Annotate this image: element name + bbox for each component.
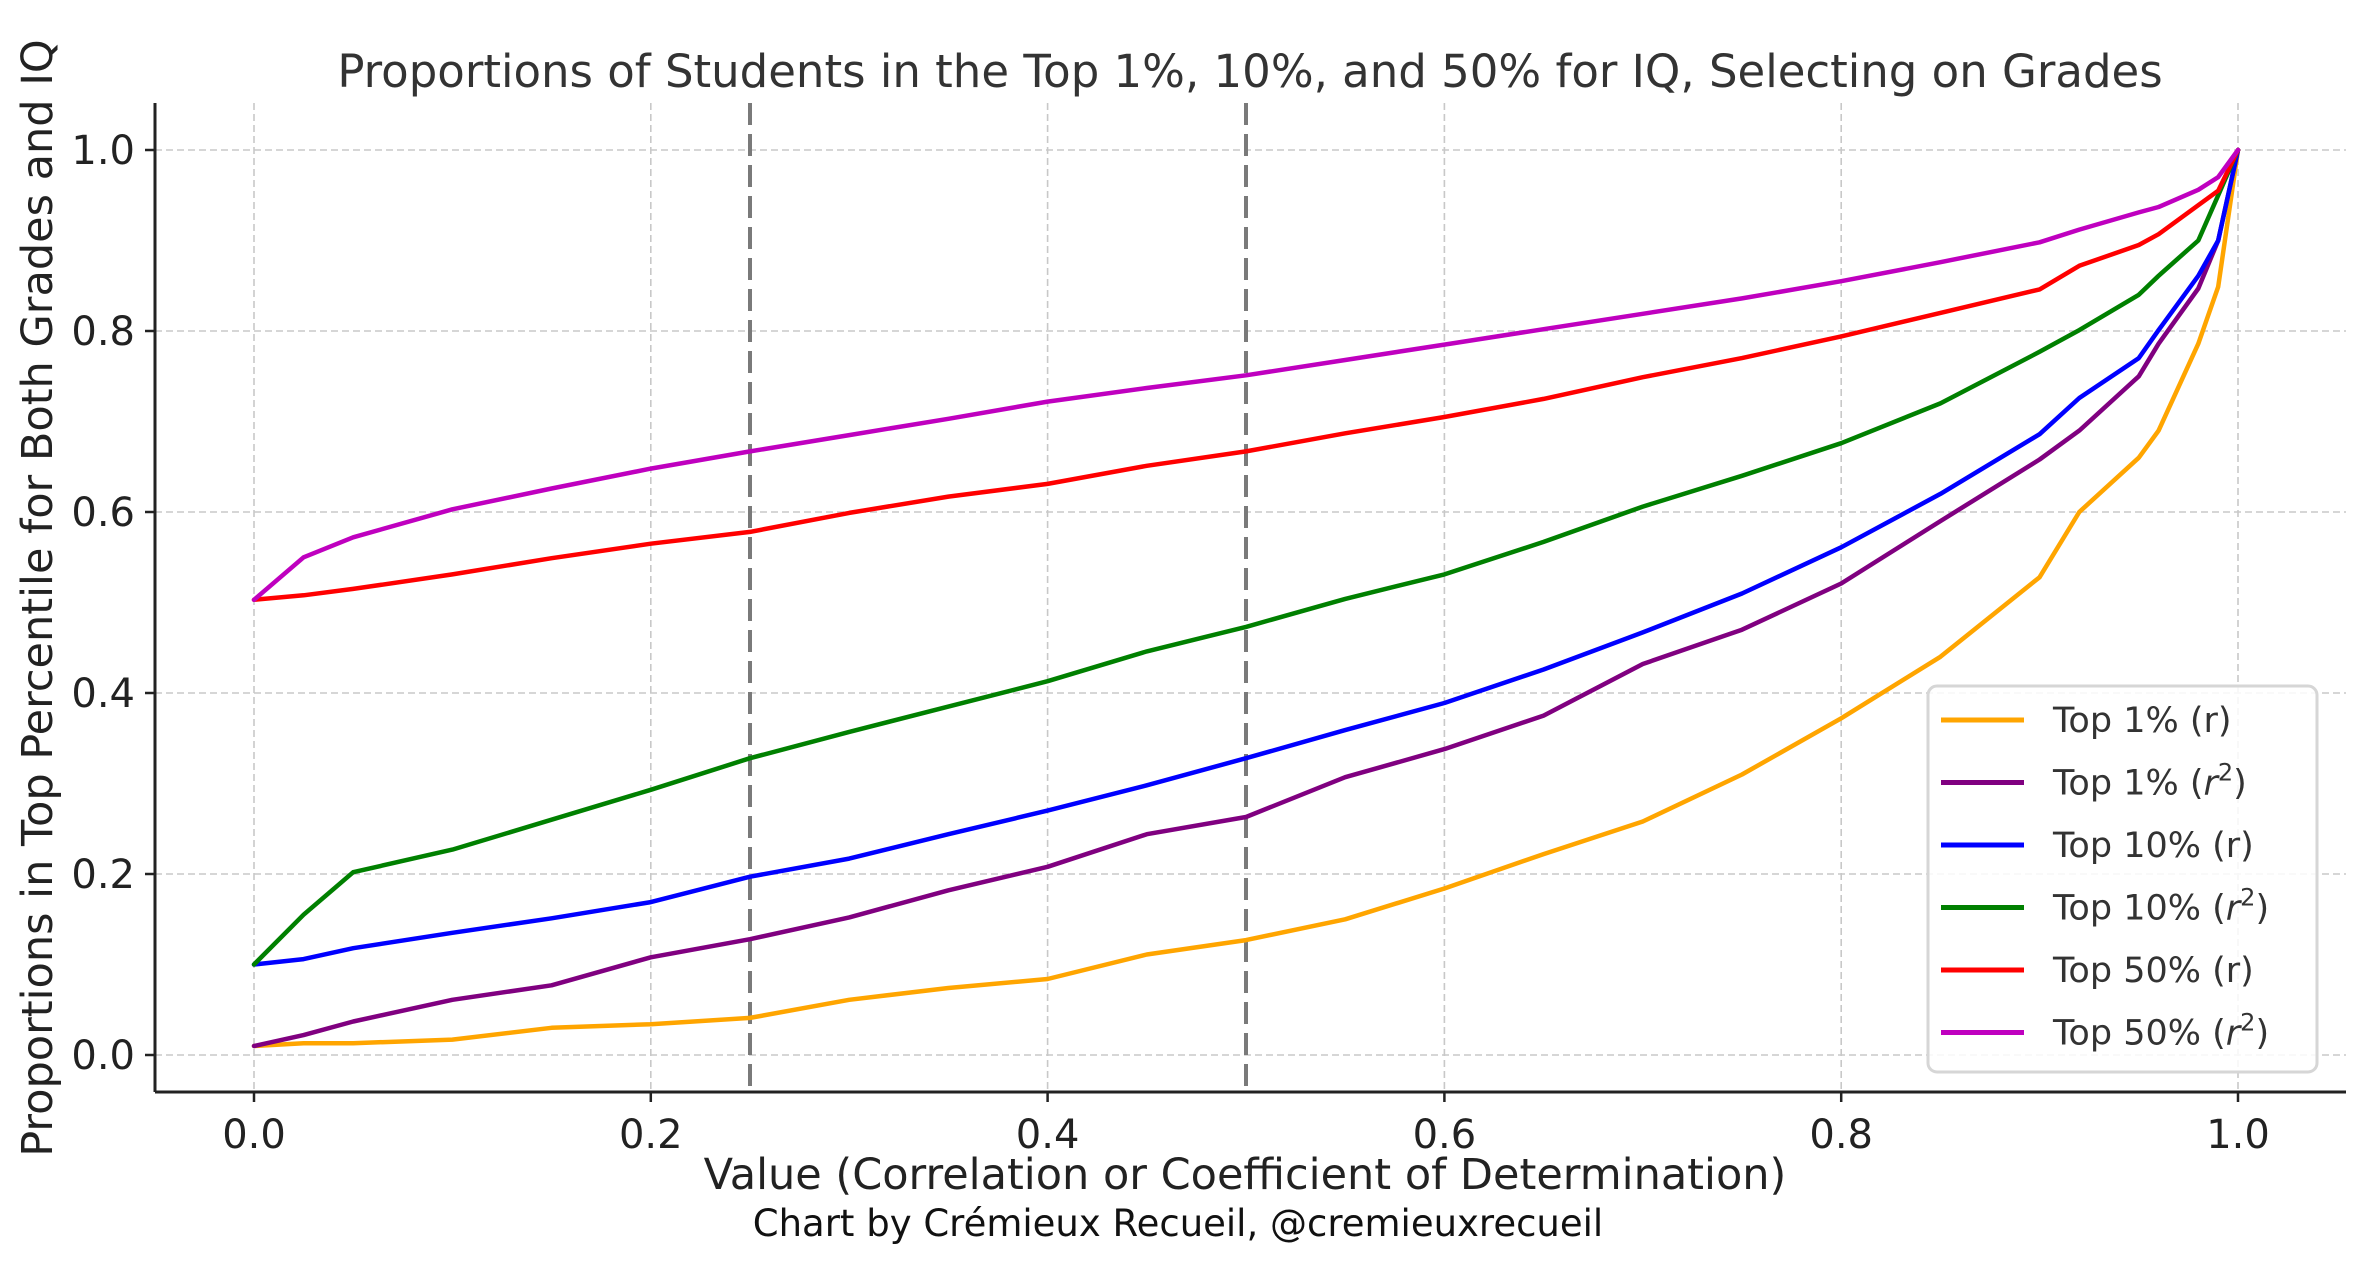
series-line-0 (251, 147, 2241, 1049)
legend-item: Top 1% (r2) (1941, 759, 2247, 804)
series-line-3 (251, 147, 2241, 967)
grid (155, 103, 2346, 1092)
series-line-5 (251, 147, 2241, 603)
series-points-0 (253, 149, 2239, 1047)
reference-lines (748, 103, 1248, 1092)
series-points-3 (253, 149, 2239, 965)
series-lines (251, 147, 2241, 1049)
series-points-5 (253, 149, 2239, 600)
chart-title: Proportions of Students in the Top 1%, 1… (337, 45, 2162, 98)
legend-item: Top 50% (r) (1941, 951, 2254, 991)
axes (153, 103, 2346, 1094)
series-line-4 (251, 147, 2241, 603)
legend: Top 1% (r) Top 1% (r2) Top 10% (r) Top 10% … (1926, 684, 2319, 1074)
chart-footer-credit: Chart by Crémieux Recueil, @cremieuxrecu… (753, 1202, 1603, 1245)
x-tick-label: 0.6 (1413, 1112, 1477, 1158)
legend-label: Top 10% (r) (2052, 826, 2254, 866)
y-axis-label: Proportions in Top Percentile for Both G… (13, 39, 63, 1157)
x-axis-label: Value (Correlation or Coefficient of Det… (704, 1150, 1787, 1200)
series-points-4 (253, 149, 2239, 600)
y-ticks: 0.0 0.2 0.4 0.6 0.8 1.0 (71, 128, 155, 1079)
y-tick-label: 0.8 (71, 309, 135, 355)
series-line-2 (251, 147, 2241, 967)
series-line-1 (251, 147, 2241, 1049)
legend-label: Top 10% (r2) (2052, 884, 2269, 929)
x-tick-label: 0.0 (222, 1112, 286, 1158)
legend-item: Top 1% (r) (1941, 701, 2232, 741)
legend-box (1926, 684, 2319, 1074)
legend-item: Top 50% (r2) (1941, 1009, 2269, 1054)
y-tick-label: 0.6 (71, 490, 135, 536)
x-tick-label: 0.2 (619, 1112, 683, 1158)
y-tick-label: 1.0 (71, 128, 135, 174)
legend-item: Top 10% (r2) (1941, 884, 2269, 929)
x-tick-label: 0.4 (1016, 1112, 1080, 1158)
legend-label: Top 50% (r) (2052, 951, 2254, 991)
legend-item: Top 10% (r) (1941, 826, 2254, 866)
y-tick-label: 0.4 (71, 671, 135, 717)
x-ticks: 0.0 0.2 0.4 0.6 0.8 1.0 (222, 1092, 2270, 1158)
legend-label: Top 1% (r2) (2052, 759, 2247, 804)
x-tick-label: 0.8 (1809, 1112, 1873, 1158)
legend-label: Top 50% (r2) (2052, 1009, 2269, 1054)
y-tick-label: 0.2 (71, 852, 135, 898)
legend-label: Top 1% (r) (2052, 701, 2232, 741)
x-tick-label: 1.0 (2206, 1112, 2270, 1158)
y-tick-label: 0.0 (71, 1033, 135, 1079)
